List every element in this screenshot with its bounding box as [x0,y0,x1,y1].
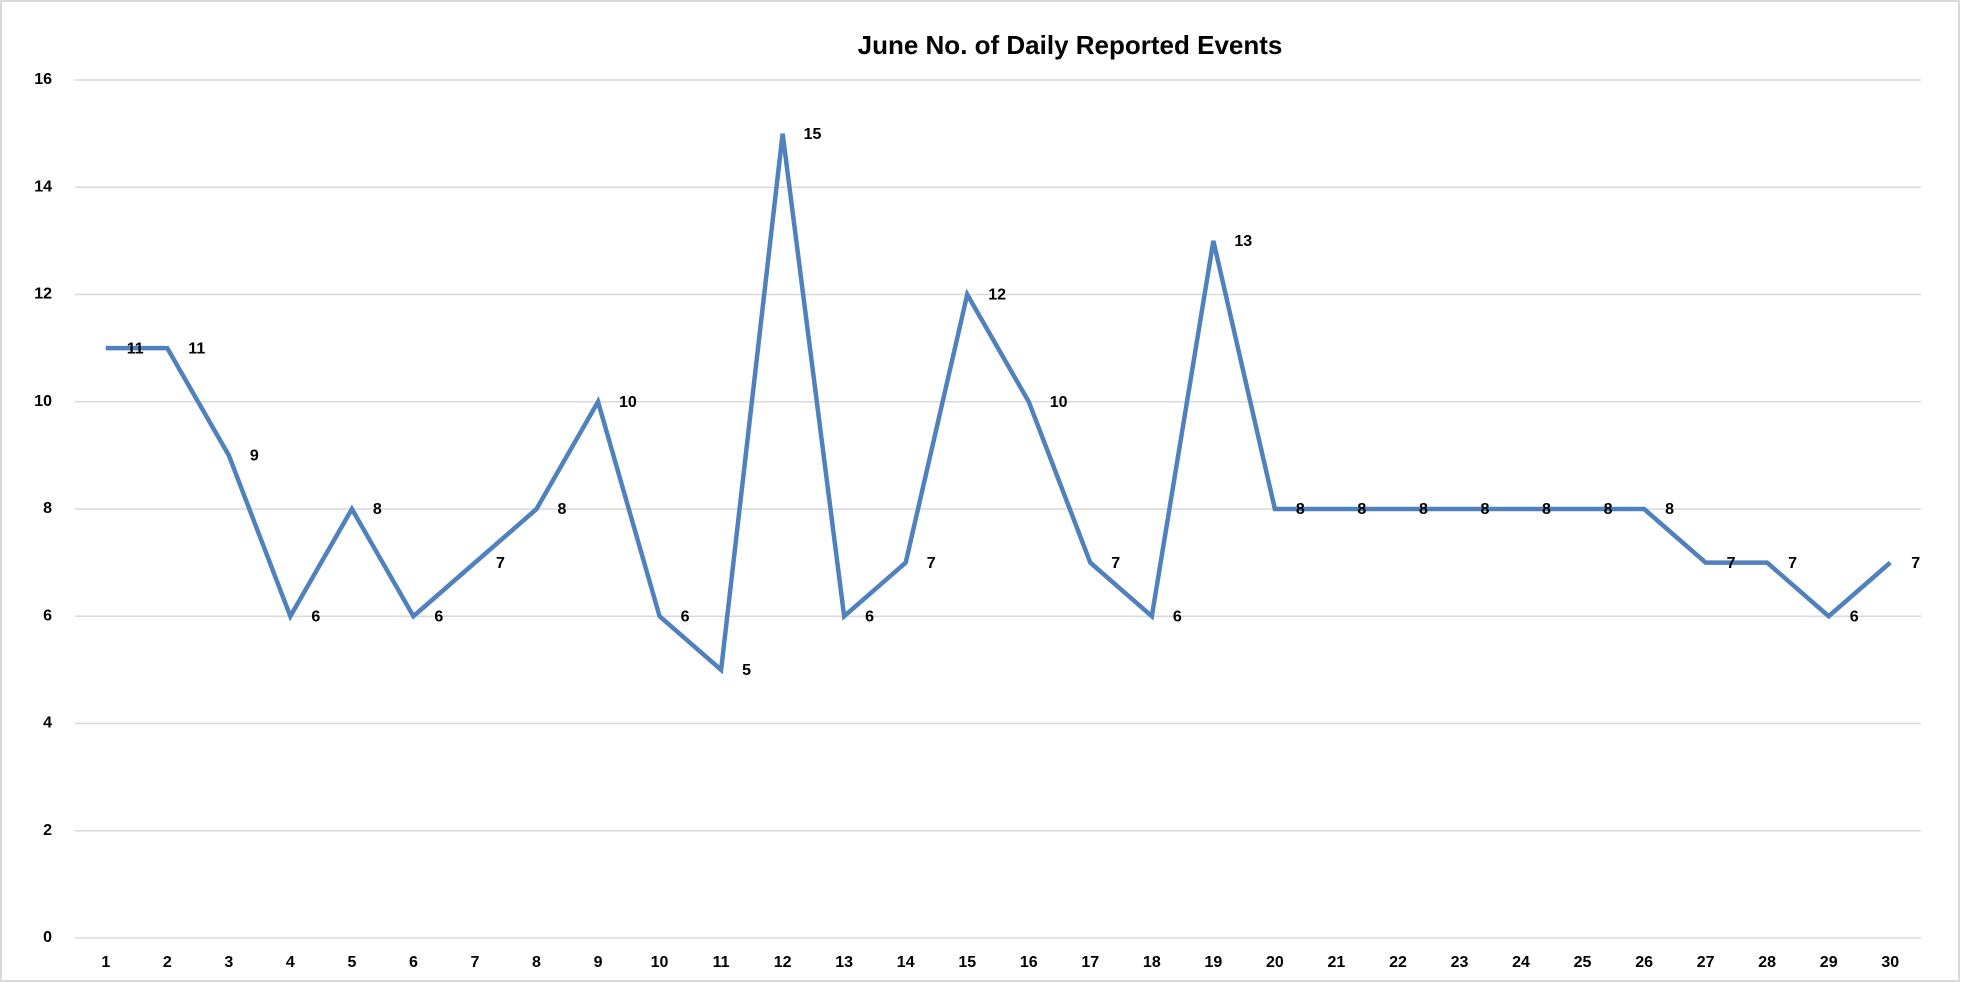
data-label: 7 [1111,555,1120,572]
x-tick-label: 2 [163,954,172,971]
x-tick-label: 7 [471,954,480,971]
x-tick-label: 21 [1328,954,1346,971]
data-label: 7 [927,555,936,572]
x-tick-label: 22 [1389,954,1407,971]
data-label: 13 [1234,233,1252,250]
x-tick-label: 1 [101,954,110,971]
x-tick-label: 14 [897,954,915,971]
x-tick-label: 18 [1143,954,1161,971]
y-tick-label: 10 [34,393,52,410]
data-label: 11 [127,340,144,357]
data-label: 6 [681,608,690,625]
x-tick-label: 27 [1697,954,1715,971]
y-tick-label: 0 [43,929,52,946]
data-label: 8 [373,501,382,518]
data-label: 8 [1542,501,1551,518]
data-label: 8 [1357,501,1366,518]
data-label: 10 [619,394,637,411]
x-tick-label: 4 [286,954,295,971]
x-tick-label: 30 [1881,954,1899,971]
y-tick-label: 14 [34,178,52,195]
chart-title: June No. of Daily Reported Events [858,30,1283,60]
x-tick-label: 6 [409,954,418,971]
data-label: 8 [1419,501,1428,518]
data-label: 5 [742,662,751,679]
x-tick-label: 13 [835,954,853,971]
data-label: 6 [865,608,874,625]
data-label: 10 [1050,394,1068,411]
data-label: 8 [1604,501,1613,518]
x-tick-label: 20 [1266,954,1284,971]
x-tick-label: 29 [1820,954,1838,971]
data-label: 6 [434,608,443,625]
data-label: 6 [1173,608,1182,625]
data-label: 8 [1481,501,1490,518]
x-tick-label: 24 [1512,954,1530,971]
data-label: 8 [558,501,567,518]
line-series [105,133,1892,675]
data-label: 9 [250,448,259,465]
data-label: 7 [1788,555,1797,572]
x-tick-label: 11 [713,954,730,971]
x-tick-label: 23 [1451,954,1469,971]
x-tick-label: 9 [594,954,603,971]
data-label: 7 [1727,555,1736,572]
data-label: 7 [496,555,505,572]
x-tick-label: 5 [347,954,356,971]
data-label: 7 [1911,555,1920,572]
data-label: 12 [988,287,1006,304]
y-tick-label: 4 [43,715,52,732]
x-tick-label: 12 [774,954,792,971]
data-label: 11 [188,340,205,357]
data-label: 6 [311,608,320,625]
y-tick-label: 12 [34,286,52,303]
data-label: 8 [1665,501,1674,518]
data-label: 6 [1850,608,1859,625]
y-tick-label: 6 [43,607,52,624]
x-tick-label: 3 [224,954,233,971]
y-tick-label: 16 [34,71,52,88]
x-tick-label: 16 [1020,954,1038,971]
x-tick-label: 25 [1574,954,1592,971]
x-tick-label: 17 [1081,954,1099,971]
x-tick-label: 28 [1758,954,1776,971]
x-tick-label: 19 [1204,954,1222,971]
data-label: 15 [804,126,822,143]
x-tick-label: 10 [651,954,669,971]
y-tick-label: 2 [43,822,52,839]
x-tick-label: 15 [958,954,976,971]
y-tick-label: 8 [43,500,52,517]
x-tick-label: 8 [532,954,541,971]
x-tick-label: 26 [1635,954,1653,971]
data-label: 8 [1296,501,1305,518]
